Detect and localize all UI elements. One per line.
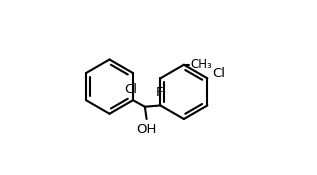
Text: Cl: Cl bbox=[213, 67, 226, 80]
Text: F: F bbox=[156, 86, 163, 99]
Text: OH: OH bbox=[136, 123, 157, 136]
Text: CH₃: CH₃ bbox=[190, 58, 212, 71]
Text: Cl: Cl bbox=[125, 83, 138, 96]
